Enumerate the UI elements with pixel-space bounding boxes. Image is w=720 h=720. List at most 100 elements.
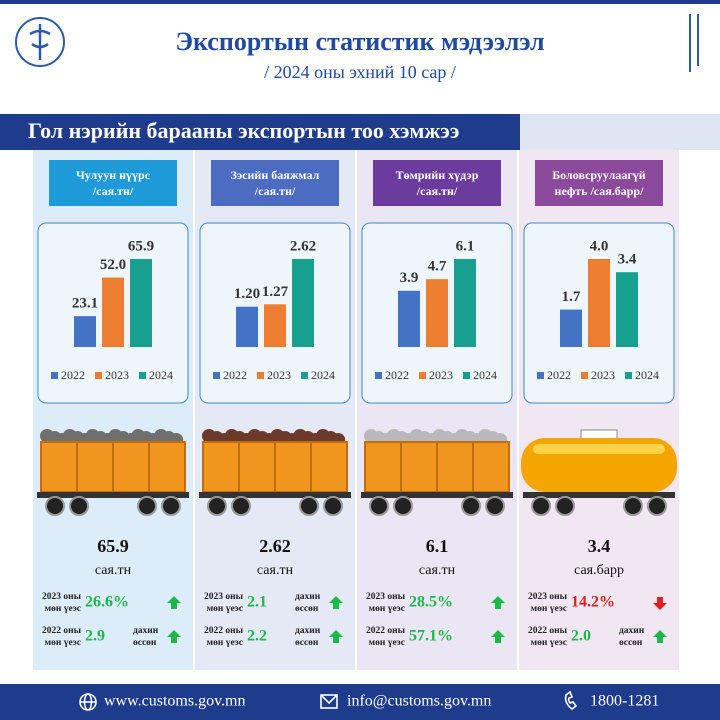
panel-label-box — [211, 160, 339, 206]
panel-label-box — [373, 160, 501, 206]
footer — [0, 684, 720, 720]
data-label: 1.7 — [562, 289, 581, 305]
total-value: 6.1 — [426, 536, 449, 556]
compare-note: дахин — [295, 592, 321, 602]
trend-arrow — [653, 630, 667, 643]
subtitle: / 2024 оны эхний 10 сар / — [264, 62, 456, 82]
compare-value: 2.0 — [571, 628, 591, 645]
title: Экспортын статистик мэдээлэл — [175, 27, 544, 56]
compare-label: 2022 оны — [42, 626, 82, 636]
bar — [130, 259, 152, 347]
compare-label: мөн үеэс — [207, 604, 243, 614]
compare-value: 2.2 — [247, 628, 267, 645]
bar — [264, 304, 286, 347]
compare-label: мөн үеэс — [531, 604, 567, 614]
data-label: 6.1 — [456, 238, 475, 254]
legend-swatch — [301, 372, 308, 379]
panel-label-box — [49, 160, 177, 206]
compare-label: 2023 оны — [42, 592, 82, 602]
bar — [102, 277, 124, 347]
wheel — [555, 496, 575, 516]
data-label: 3.4 — [618, 252, 637, 268]
compare-label: 2022 оны — [204, 626, 244, 636]
trend-arrow — [653, 597, 667, 610]
wheel — [323, 496, 343, 516]
total-value: 2.62 — [259, 536, 291, 556]
legend-swatch — [419, 372, 426, 379]
bar — [560, 309, 582, 347]
compare-note: дахин — [295, 626, 321, 636]
logo — [15, 17, 65, 67]
wagon — [199, 429, 351, 516]
bar — [236, 306, 258, 347]
section-banner-tail — [520, 114, 720, 150]
legend-swatch — [375, 372, 382, 379]
section-banner — [0, 114, 520, 150]
total-value: 65.9 — [97, 536, 129, 556]
panel-label: /сая.тн/ — [92, 184, 134, 198]
chassis — [199, 492, 351, 498]
total-unit: сая.барр — [574, 563, 624, 578]
wheel — [299, 496, 319, 516]
footer-icons — [79, 690, 578, 711]
trend-arrow — [491, 596, 505, 609]
compare-note: дахин — [133, 626, 159, 636]
legend-label: 2024 — [149, 368, 173, 382]
data-label: 52.0 — [100, 257, 126, 273]
total-unit: сая.тн — [95, 563, 132, 578]
panel-label: Чулуун нүүрс — [76, 168, 151, 182]
bar — [292, 259, 314, 347]
compare-label: 2023 оны — [528, 592, 568, 602]
compare-label: 2022 оны — [528, 626, 568, 636]
script-ornament — [689, 14, 699, 72]
legend-label: 2023 — [105, 368, 129, 382]
bar — [74, 316, 96, 347]
legend-swatch — [95, 372, 102, 379]
bar — [426, 279, 448, 347]
panel-label: /сая.тн/ — [416, 184, 458, 198]
legend-label: 2024 — [635, 368, 659, 382]
legend-swatch — [139, 372, 146, 379]
wheel — [369, 496, 389, 516]
bar — [398, 290, 420, 347]
legend-swatch — [625, 372, 632, 379]
compare-label: мөн үеэс — [207, 638, 243, 648]
data-label: 3.9 — [400, 270, 419, 286]
panel-label: нефть /сая.барр/ — [555, 184, 645, 198]
compare-note: өссөн — [619, 638, 643, 648]
total-unit: сая.тн — [419, 563, 456, 578]
wheel — [461, 496, 481, 516]
wheel — [69, 496, 89, 516]
compare-value: 2.1 — [247, 594, 267, 611]
wheel — [485, 496, 505, 516]
footer-website: www.customs.gov.mn — [104, 693, 245, 710]
wagon — [521, 429, 677, 516]
compare-label: 2023 оны — [366, 592, 406, 602]
compare-label: 2023 оны — [204, 592, 244, 602]
compare-value: 57.1% — [409, 628, 453, 645]
compare-note: өссөн — [295, 638, 319, 648]
compare-value: 14.2% — [571, 594, 615, 611]
compare-label: мөн үеэс — [45, 638, 81, 648]
wagon — [361, 429, 513, 516]
wheel — [137, 496, 157, 516]
wheel — [647, 496, 667, 516]
bar — [588, 259, 610, 347]
legend-swatch — [463, 372, 470, 379]
chassis — [37, 492, 189, 498]
footer-email: info@customs.gov.mn — [347, 693, 491, 710]
panels: Чулуун нүүрс/сая.тн/23.1 2022 52.0 2023 65.9… — [33, 150, 679, 670]
compare-label: мөн үеэс — [369, 604, 405, 614]
legend-label: 2022 — [61, 368, 85, 382]
bar — [454, 259, 476, 347]
compare-label: мөн үеэс — [369, 638, 405, 648]
compare-note: өссөн — [133, 638, 157, 648]
panel-label: Боловсруулаагүй — [552, 168, 646, 182]
data-label: 1.20 — [234, 286, 260, 302]
section-title: Гол нэрийн барааны экспортын тоо хэмжээ — [28, 118, 459, 143]
wheel — [207, 496, 227, 516]
compare-label: 2022 оны — [366, 626, 406, 636]
wagon — [37, 429, 189, 516]
data-label: 23.1 — [72, 296, 98, 312]
